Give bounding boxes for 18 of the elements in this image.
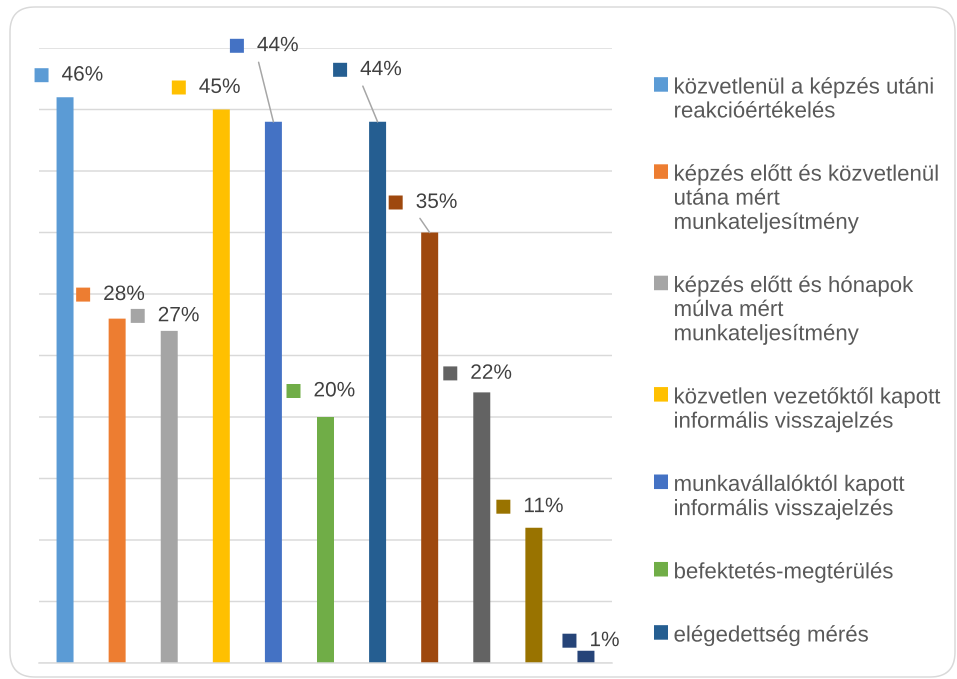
data-label: 28% [104,285,144,300]
data-label: 1% [591,632,619,646]
data-label: 22% [471,364,512,379]
data-label: 46% [62,66,102,81]
data-label: 27% [158,306,199,322]
legend-label: elégedettség mérés [674,625,868,646]
legend-label: munkavállalóktól kapott informális visszajelzés [675,474,904,520]
legend-label: képzés előtt és közvetlenül utána mért munkateljesítmény [675,164,938,234]
legend-label: képzés előtt és hónapok múlva mért munkateljesítmény [675,276,914,345]
data-label: 11% [524,498,563,512]
legend-label: közvetlen vezetőktől kapott informális visszajelzés [675,387,940,432]
data-label: 20% [314,382,354,397]
data-label: 44% [257,36,298,52]
legend-label: befektetés-megtérülés [674,562,893,583]
data-label: 44% [360,60,402,76]
legend-label: közvetlenül a képzés utáni reakcióértékelés [675,77,933,118]
data-label: 45% [199,78,240,94]
data-label: 35% [416,193,457,208]
